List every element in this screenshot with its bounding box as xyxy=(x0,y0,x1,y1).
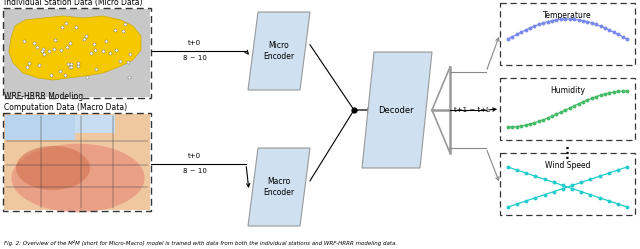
Text: Humidity: Humidity xyxy=(550,86,585,95)
Polygon shape xyxy=(9,16,141,80)
Text: Temperature: Temperature xyxy=(543,11,592,20)
Bar xyxy=(5,115,75,140)
Polygon shape xyxy=(362,52,432,168)
Text: t+1 ~ t+L: t+1 ~ t+L xyxy=(454,107,490,113)
Text: WRF-HRRR Modeling
Computation Data (Macro Data): WRF-HRRR Modeling Computation Data (Macr… xyxy=(4,92,127,112)
Text: Wind Speed: Wind Speed xyxy=(545,161,590,170)
Text: Individual Station Data (Micro Data): Individual Station Data (Micro Data) xyxy=(4,0,143,7)
Bar xyxy=(500,153,635,215)
Ellipse shape xyxy=(16,146,90,190)
Text: Micro
Encoder: Micro Encoder xyxy=(264,41,294,61)
Polygon shape xyxy=(248,12,310,90)
Text: :: : xyxy=(565,144,570,157)
Ellipse shape xyxy=(12,144,145,212)
Bar xyxy=(4,9,150,97)
Bar xyxy=(500,78,635,140)
Text: Macro
Encoder: Macro Encoder xyxy=(264,177,294,197)
Text: Decoder: Decoder xyxy=(378,106,413,115)
Text: t+0: t+0 xyxy=(188,153,201,159)
Bar xyxy=(75,115,115,133)
Text: 8 ~ 10: 8 ~ 10 xyxy=(182,55,207,61)
Bar xyxy=(3,113,151,211)
Polygon shape xyxy=(248,148,310,226)
Bar xyxy=(4,114,150,210)
Text: .: . xyxy=(565,149,570,162)
Text: t+0: t+0 xyxy=(188,40,201,46)
Text: 8 ~ 10: 8 ~ 10 xyxy=(182,168,207,174)
Text: Fig. 2: Overview of the M²M (short for Micro-Macro) model is trained with data f: Fig. 2: Overview of the M²M (short for M… xyxy=(4,240,397,246)
Bar xyxy=(500,3,635,65)
Bar xyxy=(3,8,151,98)
